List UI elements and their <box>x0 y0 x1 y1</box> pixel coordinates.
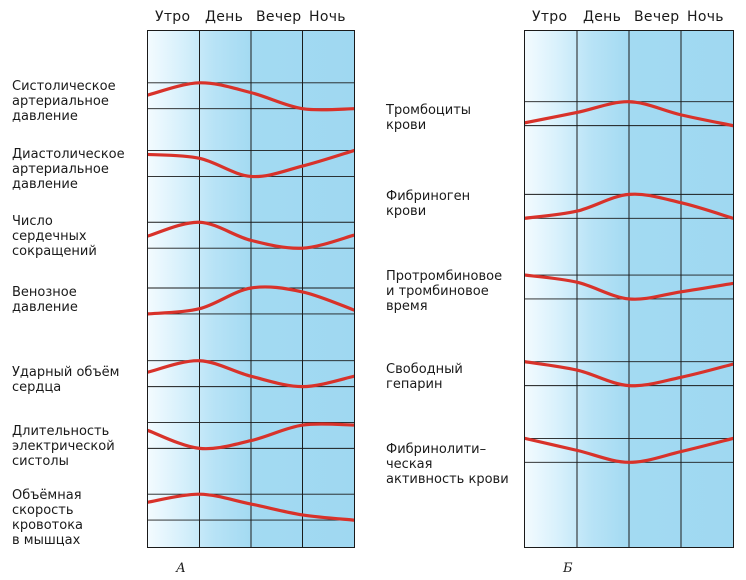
period-header-b-day: День <box>583 9 622 25</box>
period-header-a-morning: Утро <box>155 9 191 25</box>
circadian-curve <box>148 359 354 389</box>
circadian-curve <box>148 220 354 250</box>
circadian-curve <box>148 285 354 316</box>
panel-a-plot <box>148 31 354 547</box>
circadian-curve <box>525 360 733 388</box>
period-header-b-evening: Вечер <box>634 9 680 25</box>
circadian-curve <box>525 273 733 301</box>
row-label-diastolic-pressure: Диастолическое артериальное давление <box>12 147 125 192</box>
row-label-heart-rate: Число сердечных сокращений <box>12 214 97 259</box>
period-header-b-morning: Утро <box>532 9 568 25</box>
panel-b-circadian-chart <box>524 30 734 548</box>
circadian-curve <box>525 192 733 220</box>
panel-a-circadian-chart <box>147 30 355 548</box>
period-header-a-night: Ночь <box>309 9 346 25</box>
period-header-b-night: Ночь <box>687 9 724 25</box>
row-label-systolic-pressure: Систолическое артериальное давление <box>12 79 116 124</box>
row-label-muscle-blood-flow: Объёмная скорость кровотока в мышцах <box>12 488 84 548</box>
period-header-a-evening: Вечер <box>256 9 302 25</box>
row-label-prothrombin-time: Протромбиновое и тромбиновое время <box>386 269 503 314</box>
panel-b-plot <box>525 31 733 547</box>
period-header-a-day: День <box>205 9 244 25</box>
circadian-curve <box>525 100 733 128</box>
circadian-curve <box>148 148 354 179</box>
row-label-stroke-volume: Ударный объём сердца <box>12 365 120 395</box>
row-label-platelets: Тромбоциты крови <box>386 103 472 133</box>
circadian-curve <box>148 81 354 112</box>
circadian-curve <box>148 422 354 451</box>
panel-b-letter: Б <box>563 561 573 576</box>
row-label-venous-pressure: Венозное давление <box>12 285 78 315</box>
circadian-curve <box>148 492 354 522</box>
row-label-fibrinolytic-activity: Фибринолити– ческая активность крови <box>386 442 509 487</box>
circadian-curve <box>525 436 733 464</box>
row-label-free-heparin: Свободный гепарин <box>386 362 463 392</box>
panel-a-letter: А <box>176 561 186 576</box>
row-label-fibrinogen: Фибриноген крови <box>386 189 471 219</box>
row-label-systole-duration: Длительность электрической систолы <box>12 424 115 469</box>
